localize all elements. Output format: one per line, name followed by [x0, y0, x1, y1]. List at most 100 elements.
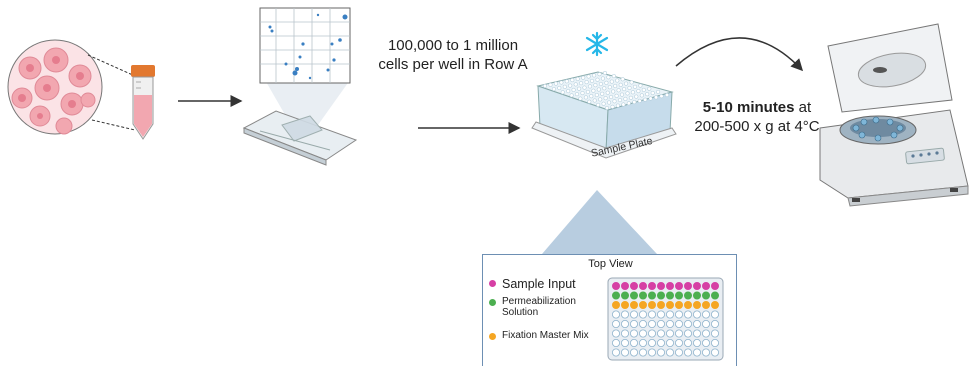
plate-well	[587, 99, 592, 104]
well	[674, 310, 683, 319]
well	[692, 329, 701, 338]
plate-well	[542, 83, 548, 89]
well	[674, 348, 683, 357]
plate-well	[586, 74, 591, 79]
plate-well	[607, 85, 612, 90]
cell-culture-magnified	[7, 39, 103, 135]
plate-well	[647, 86, 652, 91]
well	[656, 339, 665, 348]
plate-well	[596, 102, 601, 107]
well	[638, 291, 647, 300]
plate-well	[583, 95, 588, 100]
plate-well	[592, 98, 597, 103]
well	[701, 320, 710, 329]
well	[692, 310, 701, 319]
well	[701, 329, 710, 338]
plate-well	[587, 84, 593, 89]
plate-well	[602, 86, 607, 91]
well	[611, 310, 620, 319]
well	[710, 339, 719, 348]
well	[710, 348, 719, 357]
well	[665, 291, 674, 300]
well	[638, 281, 647, 290]
well	[701, 301, 710, 310]
well	[656, 329, 665, 338]
plate-well	[594, 92, 599, 98]
well	[674, 291, 683, 300]
well	[629, 348, 638, 357]
plate-well	[603, 96, 608, 101]
plate-well	[619, 92, 625, 97]
well	[665, 329, 674, 338]
plate-well	[630, 90, 635, 95]
well	[701, 281, 710, 290]
well	[683, 291, 692, 300]
plate-well	[645, 92, 650, 97]
plate-well	[611, 89, 616, 94]
arrow-3	[675, 37, 804, 72]
well	[611, 329, 620, 338]
plate-well	[629, 80, 634, 85]
plate-well	[626, 101, 631, 106]
well	[692, 281, 701, 290]
legend-dot-sample-input	[489, 280, 496, 287]
well	[638, 329, 647, 338]
well	[665, 301, 674, 310]
well	[701, 310, 710, 319]
well	[683, 329, 692, 338]
plate-well	[601, 101, 606, 106]
plate-well	[607, 100, 612, 105]
plate-well	[609, 79, 614, 84]
plate-well	[610, 104, 615, 109]
plate-well	[595, 77, 600, 82]
plate-well	[559, 80, 564, 85]
well	[656, 348, 665, 357]
well	[638, 310, 647, 319]
legend-permeabilization: Permeabilization Solution	[489, 296, 599, 318]
plate-well	[604, 105, 610, 111]
well	[620, 320, 629, 329]
plate-well	[612, 99, 617, 104]
well	[710, 301, 719, 310]
plate-well	[560, 90, 565, 95]
well	[665, 310, 674, 319]
well	[647, 348, 656, 357]
plate-well	[620, 77, 625, 82]
well	[656, 291, 665, 300]
well	[611, 291, 620, 300]
plate-well	[579, 81, 584, 86]
plate-well	[596, 87, 601, 92]
plate-well	[656, 89, 661, 94]
well	[656, 310, 665, 319]
plate-well	[562, 84, 567, 89]
plate-well	[564, 79, 569, 84]
well	[683, 310, 692, 319]
well	[620, 291, 629, 300]
well	[665, 320, 674, 329]
well	[656, 301, 665, 310]
plate-well	[617, 98, 623, 103]
well	[629, 281, 638, 290]
well	[620, 339, 629, 348]
well	[647, 310, 656, 319]
plate-well	[568, 83, 573, 88]
well	[710, 320, 719, 329]
plate-well	[639, 93, 644, 98]
sample-plate	[531, 70, 677, 159]
well	[710, 310, 719, 319]
plate-well	[628, 95, 633, 100]
well	[647, 281, 656, 290]
well	[638, 320, 647, 329]
plate-well	[600, 91, 605, 96]
plate-well	[582, 85, 587, 90]
plate-well	[625, 91, 630, 96]
legend-sample-input: Sample Input	[489, 277, 576, 291]
plate-well	[598, 97, 603, 102]
plate-well	[627, 85, 632, 90]
well	[674, 329, 683, 338]
hemocytometer-grid	[259, 7, 351, 132]
plate-well	[600, 76, 605, 81]
plate-well	[634, 94, 639, 99]
plate-well	[593, 83, 598, 88]
plate-well	[597, 72, 602, 77]
